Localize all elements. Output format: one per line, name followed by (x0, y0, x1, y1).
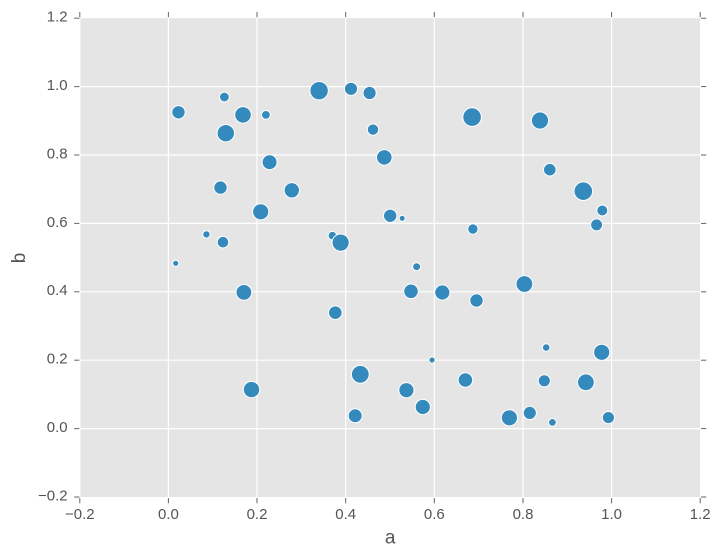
svg-text:0.6: 0.6 (424, 506, 445, 523)
svg-text:0.0: 0.0 (158, 506, 179, 523)
svg-text:−0.2: −0.2 (38, 487, 68, 504)
svg-text:0.2: 0.2 (247, 506, 268, 523)
svg-text:1.0: 1.0 (47, 77, 68, 94)
svg-text:−0.2: −0.2 (65, 506, 95, 523)
svg-text:1.2: 1.2 (47, 9, 68, 26)
svg-text:0.0: 0.0 (47, 419, 68, 436)
svg-text:b: b (9, 253, 30, 264)
svg-text:0.8: 0.8 (513, 506, 534, 523)
svg-text:0.4: 0.4 (335, 506, 356, 523)
svg-text:1.2: 1.2 (690, 506, 711, 523)
svg-text:0.8: 0.8 (47, 145, 68, 162)
svg-text:0.2: 0.2 (47, 351, 68, 368)
svg-text:1.0: 1.0 (601, 506, 622, 523)
svg-text:0.6: 0.6 (47, 214, 68, 231)
svg-text:a: a (385, 527, 396, 548)
svg-text:0.4: 0.4 (47, 282, 68, 299)
